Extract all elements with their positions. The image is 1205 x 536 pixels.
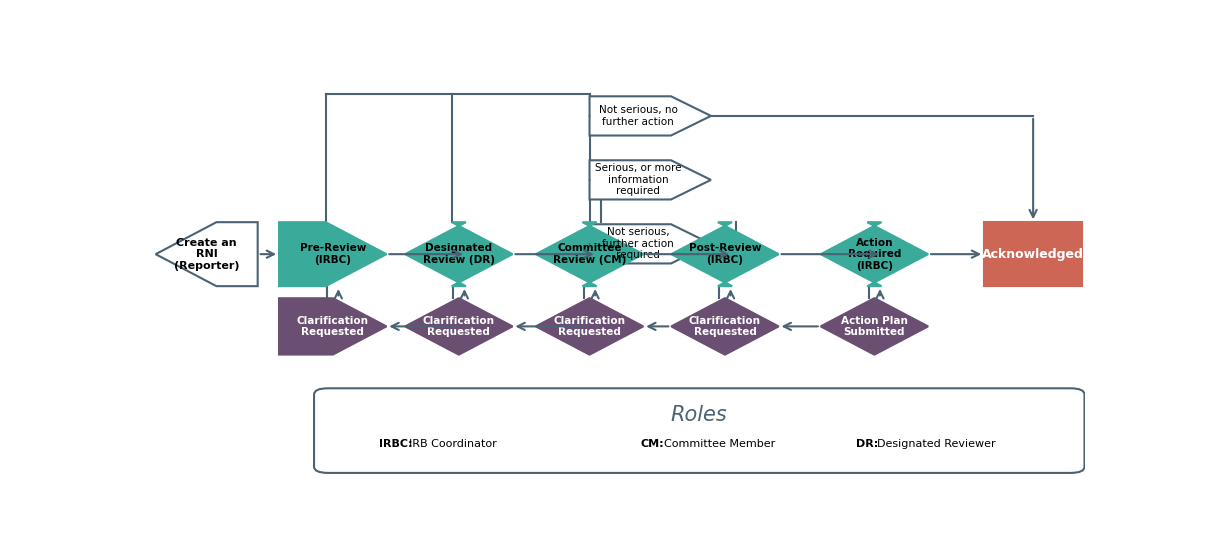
Polygon shape [589,96,711,136]
Polygon shape [280,298,387,354]
Text: Committee Member: Committee Member [664,438,776,449]
Text: Action Plan
Submitted: Action Plan Submitted [841,316,907,337]
FancyBboxPatch shape [315,388,1084,473]
Text: Not serious, no
further action: Not serious, no further action [599,105,677,126]
FancyBboxPatch shape [984,222,1082,286]
Text: Pre-Review
(IRBC): Pre-Review (IRBC) [300,243,366,265]
Polygon shape [671,222,778,286]
Polygon shape [280,222,387,286]
Text: Designated
Review (DR): Designated Review (DR) [423,243,495,265]
Text: Clarification
Requested: Clarification Requested [689,316,762,337]
Polygon shape [671,298,778,354]
Polygon shape [405,298,512,354]
Text: Clarification
Requested: Clarification Requested [423,316,495,337]
Text: Committee
Review (CM): Committee Review (CM) [553,243,627,265]
Text: IRB Coordinator: IRB Coordinator [410,438,496,449]
Text: Action
Required
(IRBC): Action Required (IRBC) [847,237,901,271]
Text: Create an
RNI
(Reporter): Create an RNI (Reporter) [174,237,240,271]
Polygon shape [536,298,643,354]
Text: Acknowledged: Acknowledged [982,248,1084,260]
Text: Not serious,
further action
required: Not serious, further action required [602,227,674,260]
Text: Designated Reviewer: Designated Reviewer [877,438,995,449]
Text: Serious, or more
information
required: Serious, or more information required [595,163,682,197]
Polygon shape [821,298,928,354]
Polygon shape [589,224,711,264]
Polygon shape [536,222,643,286]
Polygon shape [405,222,512,286]
Text: Roles: Roles [671,405,728,425]
Polygon shape [155,222,258,286]
Polygon shape [821,222,928,286]
Text: Clarification
Requested: Clarification Requested [296,316,369,337]
Text: IRBC:: IRBC: [380,438,413,449]
Text: Clarification
Requested: Clarification Requested [553,316,625,337]
Text: CM:: CM: [641,438,664,449]
Text: DR:: DR: [856,438,878,449]
Polygon shape [589,160,711,199]
Text: Post-Review
(IRBC): Post-Review (IRBC) [689,243,762,265]
